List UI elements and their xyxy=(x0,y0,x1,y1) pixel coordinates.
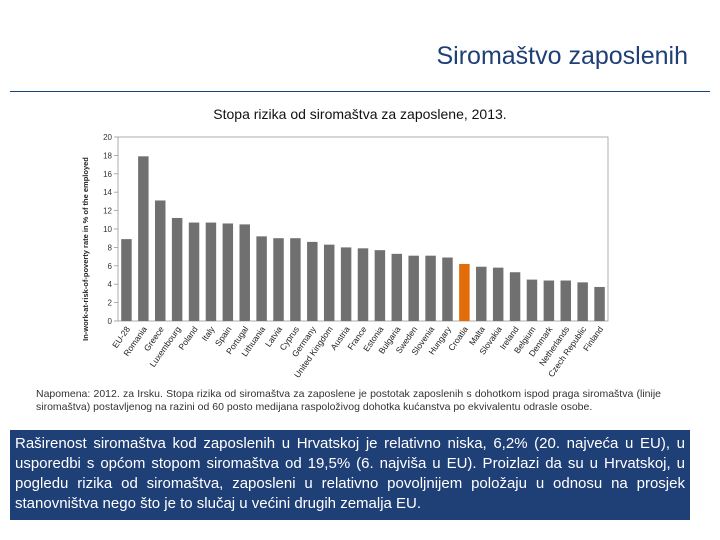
y-tick-label: 8 xyxy=(108,243,113,252)
bar-slovenia xyxy=(425,255,436,321)
bar-netherlands xyxy=(560,280,571,321)
bar-denmark xyxy=(543,280,555,321)
bar-croatia xyxy=(459,263,470,321)
y-tick-label: 2 xyxy=(108,299,113,308)
bar-luxembourg xyxy=(171,217,183,321)
bar-romania xyxy=(138,156,149,321)
title-divider xyxy=(10,91,710,92)
bar-slovakia xyxy=(492,267,504,321)
bar-france xyxy=(357,248,369,321)
bar-belgium xyxy=(526,279,538,321)
bar-germany xyxy=(307,241,318,321)
bar-greece xyxy=(155,200,166,321)
bar-estonia xyxy=(374,250,386,321)
chart-title: Stopa rizika od siromaštva za zaposlene,… xyxy=(213,106,507,122)
slide-title: Siromaštvo zaposlenih xyxy=(436,42,688,70)
summary-box: Raširenost siromaštva kod zaposlenih u H… xyxy=(10,430,690,520)
y-tick-label: 20 xyxy=(103,133,112,142)
bar-bulgaria xyxy=(391,253,403,321)
bar-sweden xyxy=(408,255,419,321)
bar-ireland xyxy=(509,272,521,321)
bar-italy xyxy=(205,222,217,321)
bar-portugal xyxy=(239,224,250,321)
bar-poland xyxy=(188,222,200,321)
y-tick-label: 14 xyxy=(103,188,112,197)
bar-spain xyxy=(222,223,234,321)
bar-latvia xyxy=(273,238,284,321)
bar-austria xyxy=(340,247,352,321)
y-tick-label: 12 xyxy=(103,207,112,216)
bar-eu-28 xyxy=(121,239,132,321)
y-tick-label: 6 xyxy=(108,262,113,271)
y-tick-label: 0 xyxy=(108,317,113,326)
bar-malta xyxy=(476,266,487,321)
chart-note: Napomena: 2012. za Irsku. Stopa rizika o… xyxy=(36,388,661,413)
bar-hungary xyxy=(442,257,453,321)
bar-finland xyxy=(594,286,605,321)
bar-czech-republic xyxy=(577,282,588,321)
y-axis-label: In-work-at-risk-of-poverty rate in % of … xyxy=(81,157,90,341)
y-tick-label: 16 xyxy=(103,170,112,179)
bar-cyprus xyxy=(290,238,301,321)
bar-united-kingdom xyxy=(323,244,335,321)
y-tick-label: 10 xyxy=(103,225,112,234)
y-tick-label: 4 xyxy=(108,280,113,289)
bar-lithuania xyxy=(256,236,267,321)
y-tick-label: 18 xyxy=(103,151,112,160)
